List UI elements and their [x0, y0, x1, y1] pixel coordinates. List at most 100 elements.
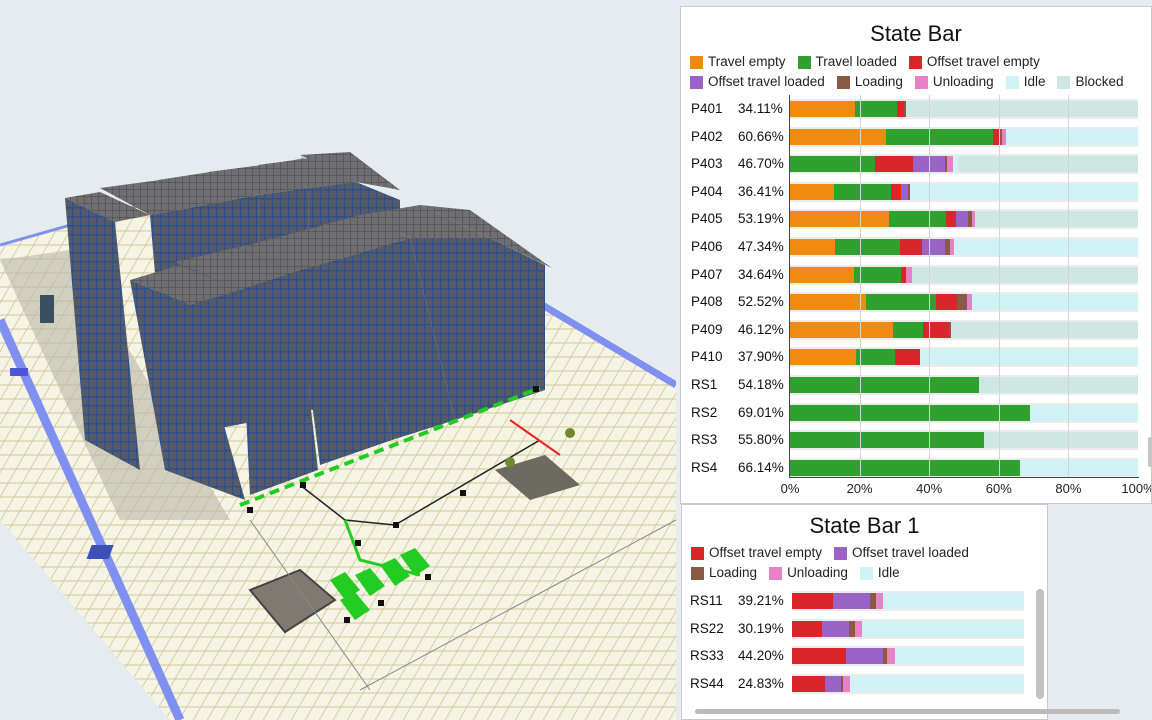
- legend-row: Offset travel empty Offset travel loaded: [691, 543, 969, 563]
- row-label: P401: [691, 101, 723, 116]
- row-label: RS22: [690, 620, 724, 636]
- legend-label: Offset travel empty: [926, 54, 1040, 69]
- legend-label: Offset travel loaded: [708, 74, 825, 89]
- rack-block-front: [130, 205, 552, 500]
- state-segment: [822, 620, 850, 637]
- state-bar[interactable]: [790, 209, 1138, 230]
- state-bar-1-legend: Offset travel empty Offset travel loaded L…: [691, 543, 969, 583]
- row-percentage: 34.11%: [738, 101, 783, 116]
- legend-swatch: [769, 566, 783, 580]
- row-percentage: 47.34%: [738, 239, 784, 254]
- state-bar[interactable]: [790, 264, 1138, 285]
- state-bar-1-chart-panel[interactable]: State Bar 1 Offset travel empty Offset tr…: [681, 504, 1048, 720]
- row-percentage: 34.64%: [738, 266, 784, 282]
- state-segment: [896, 101, 905, 117]
- state-segment: [888, 211, 946, 228]
- state-segment: [952, 156, 959, 173]
- legend-item: Offset travel loaded: [690, 72, 825, 92]
- state-segment: [890, 183, 902, 200]
- state-bar[interactable]: [792, 646, 1024, 667]
- state-segment: [912, 156, 945, 173]
- state-bar[interactable]: [790, 99, 1138, 119]
- state-bar[interactable]: [792, 673, 1024, 694]
- state-bar[interactable]: [792, 591, 1024, 611]
- legend-item: Loading: [691, 563, 757, 583]
- state-bar[interactable]: [790, 402, 1139, 423]
- state-segment: [849, 675, 1024, 692]
- state-segment: [954, 239, 1138, 255]
- state-bar[interactable]: [790, 126, 1138, 147]
- state-segment: [950, 239, 955, 255]
- state-bar[interactable]: [790, 237, 1138, 257]
- legend-swatch: [834, 546, 848, 560]
- row-percentage: 60.66%: [738, 128, 784, 144]
- row-percentage: 30.19%: [738, 620, 784, 636]
- state-segment: [790, 294, 867, 311]
- legend-swatch: [859, 566, 873, 580]
- state-segment: [854, 620, 863, 637]
- row-label: RS2: [691, 404, 718, 420]
- legend-row: Offset travel loaded Loading Unloading Idle…: [690, 72, 1124, 92]
- gridline: [1068, 95, 1070, 477]
- x-tick-label: 0%: [780, 481, 800, 496]
- 3d-model-view[interactable]: [0, 0, 676, 720]
- horizontal-scrollbar[interactable]: [695, 709, 1120, 714]
- x-tick-label: 60%: [985, 481, 1012, 496]
- state-bar[interactable]: [792, 618, 1024, 639]
- state-bar[interactable]: [790, 292, 1138, 313]
- state-bar[interactable]: [790, 375, 1138, 395]
- legend-label: Offset travel loaded: [852, 545, 969, 560]
- vertical-scrollbar[interactable]: [1036, 589, 1044, 699]
- row-percentage: 55.80%: [738, 432, 784, 448]
- state-segment: [824, 675, 841, 692]
- state-segment: [849, 620, 855, 637]
- row-label: P407: [691, 266, 723, 282]
- state-segment: [935, 294, 958, 311]
- row-percentage: 39.21%: [738, 593, 784, 608]
- row-label: P406: [691, 239, 723, 254]
- legend-label: Offset travel empty: [709, 545, 823, 560]
- state-segment: [972, 211, 976, 228]
- state-segment: [975, 211, 1138, 228]
- warehouse-scene[interactable]: [0, 0, 676, 720]
- state-segment: [950, 321, 1138, 338]
- x-tick-label: 40%: [916, 481, 943, 496]
- state-segment: [993, 128, 1000, 145]
- state-segment: [1006, 128, 1138, 145]
- state-bar[interactable]: [790, 457, 1139, 478]
- state-segment: [922, 239, 945, 255]
- row-percentage: 52.52%: [738, 294, 784, 310]
- state-segment: [971, 294, 1138, 311]
- legend-swatch: [797, 55, 811, 69]
- state-segment: [967, 294, 972, 311]
- legend-label: Loading: [854, 74, 903, 89]
- state-segment: [855, 349, 895, 366]
- state-segment: [911, 266, 1138, 283]
- legend-item: Unloading: [914, 72, 994, 92]
- state-segment: [901, 266, 907, 283]
- legend-label: Unloading: [787, 565, 848, 580]
- state-segment: [790, 183, 835, 200]
- state-segment: [870, 593, 876, 609]
- legend-item: Unloading: [769, 563, 848, 583]
- state-segment: [955, 211, 969, 228]
- state-bar[interactable]: [790, 430, 1138, 451]
- state-segment: [854, 266, 901, 283]
- state-bar[interactable]: [790, 181, 1138, 202]
- state-bar[interactable]: [790, 154, 1138, 175]
- state-segment: [790, 349, 856, 366]
- row-label: P403: [691, 156, 723, 172]
- state-bar[interactable]: [790, 319, 1138, 340]
- row-label: RS1: [691, 377, 718, 392]
- state-segment: [846, 648, 883, 665]
- state-segment: [790, 459, 1021, 476]
- legend-swatch: [690, 75, 703, 89]
- legend-swatch: [836, 75, 850, 89]
- state-segment: [862, 620, 1024, 637]
- state-bar[interactable]: [790, 347, 1138, 368]
- row-percentage: 44.20%: [738, 648, 784, 664]
- legend-item: Travel empty: [690, 52, 786, 72]
- legend-item: Blocked: [1057, 72, 1124, 92]
- state-bar-chart-panel[interactable]: State Bar Travel empty Travel loaded Offse…: [680, 6, 1152, 504]
- vertical-scrollbar[interactable]: [1148, 437, 1151, 467]
